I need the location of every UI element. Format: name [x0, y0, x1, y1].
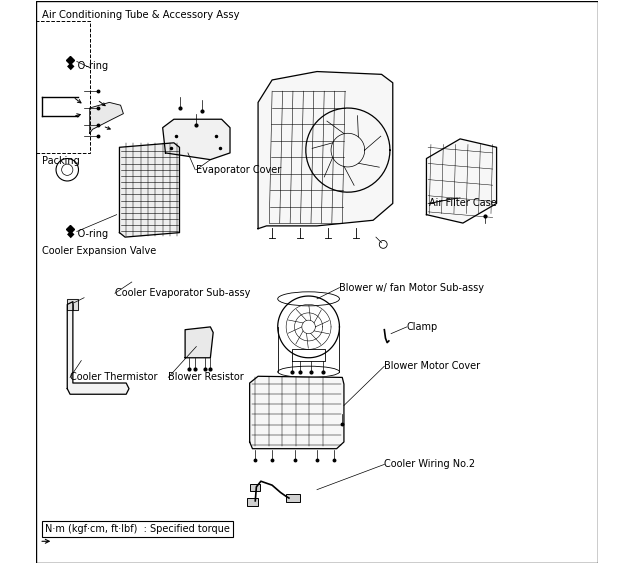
Polygon shape — [119, 143, 179, 237]
Text: ◆ O-ring: ◆ O-ring — [67, 61, 108, 71]
Polygon shape — [163, 119, 230, 160]
Polygon shape — [185, 327, 213, 358]
Text: Cooler Thermistor: Cooler Thermistor — [70, 372, 158, 382]
Text: Evaporator Cover: Evaporator Cover — [197, 165, 281, 175]
Text: ◆ O-ring: ◆ O-ring — [67, 230, 108, 239]
Bar — [286, 494, 300, 502]
Text: Air Conditioning Tube & Accessory Assy: Air Conditioning Tube & Accessory Assy — [42, 10, 240, 20]
Polygon shape — [250, 376, 344, 449]
Polygon shape — [258, 72, 393, 228]
Polygon shape — [427, 139, 496, 223]
Text: Cooler Wiring No.2: Cooler Wiring No.2 — [384, 460, 476, 469]
Text: Cooler Expansion Valve: Cooler Expansion Valve — [42, 246, 156, 256]
Bar — [247, 498, 258, 506]
Text: Blower w/ fan Motor Sub-assy: Blower w/ fan Motor Sub-assy — [339, 283, 484, 293]
Bar — [36, 21, 89, 153]
Text: N·m (kgf·cm, ft·lbf)  : Specified torque: N·m (kgf·cm, ft·lbf) : Specified torque — [45, 524, 230, 534]
Polygon shape — [67, 302, 129, 394]
Text: Blower Resistor: Blower Resistor — [168, 372, 244, 382]
Text: Clamp: Clamp — [407, 322, 438, 332]
Polygon shape — [89, 103, 124, 133]
Polygon shape — [67, 299, 79, 310]
Text: Cooler Evaporator Sub-assy: Cooler Evaporator Sub-assy — [115, 288, 250, 298]
Text: Air Filter Case: Air Filter Case — [429, 199, 497, 209]
Text: Packing: Packing — [42, 156, 80, 166]
Bar — [250, 484, 260, 491]
Text: Blower Motor Cover: Blower Motor Cover — [384, 361, 481, 371]
